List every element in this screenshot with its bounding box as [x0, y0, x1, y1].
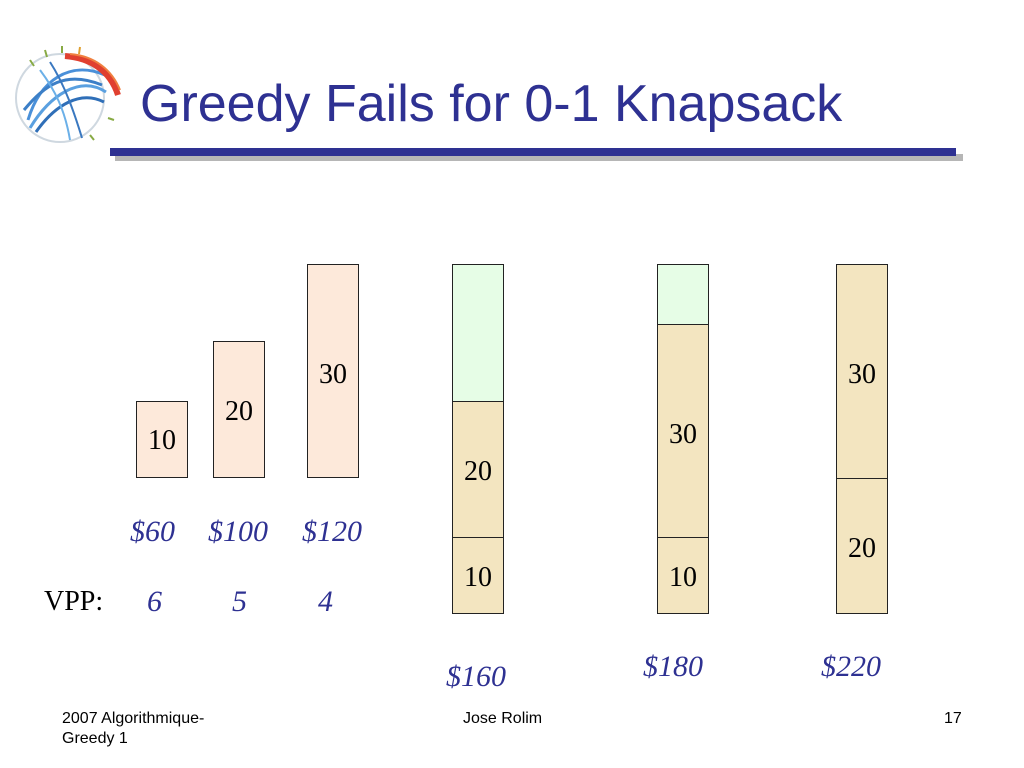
item-value-2: $100 [208, 515, 268, 548]
knapsack-1-weight-bottom: 10 [464, 562, 492, 593]
knapsack-3-weight-bottom: 20 [848, 533, 876, 564]
title-rule [110, 148, 956, 156]
item-vpp-3: 4 [318, 585, 333, 618]
knapsack-1-empty-space [452, 264, 504, 402]
knapsack-2-segment-top [657, 324, 709, 538]
slide-title: Greedy Fails for 0-1 Knapsack [140, 75, 843, 133]
vpp-label: VPP: [44, 586, 104, 617]
item-value-3: $120 [302, 515, 362, 548]
knapsack-2-weight-bottom: 10 [669, 562, 697, 593]
title-rule-shadow [115, 154, 963, 161]
page-number: 17 [944, 710, 962, 727]
knapsack-1-total: $160 [446, 660, 506, 693]
footer-left: 2007 Algorithmique- Greedy 1 [62, 709, 204, 749]
item-box-2 [213, 341, 265, 478]
item-box-3 [307, 264, 359, 478]
knapsack-2-weight-top: 30 [669, 419, 697, 450]
item-box-1 [136, 401, 188, 478]
footer-left-line-1: 2007 Algorithmique- [62, 710, 205, 727]
item-weight-2: 20 [225, 396, 253, 427]
knapsack-2-segment-bottom [657, 537, 709, 614]
footer-left-line-2: Greedy 1 [62, 730, 128, 747]
knapsack-2-empty-space [657, 264, 709, 325]
knapsack-1-segment-bottom [452, 537, 504, 614]
knapsack-3-total: $220 [821, 650, 881, 683]
knapsack-3-weight-top: 30 [848, 359, 876, 390]
item-vpp-2: 5 [232, 585, 247, 618]
item-weight-3: 30 [319, 359, 347, 390]
item-vpp-1: 6 [147, 585, 162, 618]
knapsack-1-weight-top: 20 [464, 456, 492, 487]
globe-logo-icon [15, 46, 121, 143]
knapsack-3-segment-top [836, 264, 888, 479]
knapsack-1-segment-top [452, 401, 504, 538]
knapsack-3-segment-bottom [836, 478, 888, 614]
item-weight-1: 10 [148, 425, 176, 456]
item-value-1: $60 [130, 515, 175, 548]
knapsack-2-total: $180 [643, 650, 703, 683]
footer-author: Jose Rolim [463, 710, 543, 727]
